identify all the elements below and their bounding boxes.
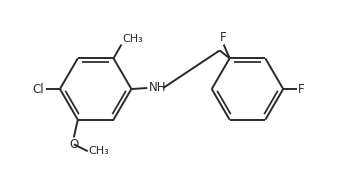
Text: F: F [298,83,305,96]
Text: NH: NH [149,81,167,94]
Text: CH₃: CH₃ [122,33,143,43]
Text: O: O [69,138,78,151]
Text: F: F [220,31,227,43]
Text: Cl: Cl [32,83,44,96]
Text: CH₃: CH₃ [89,146,109,156]
